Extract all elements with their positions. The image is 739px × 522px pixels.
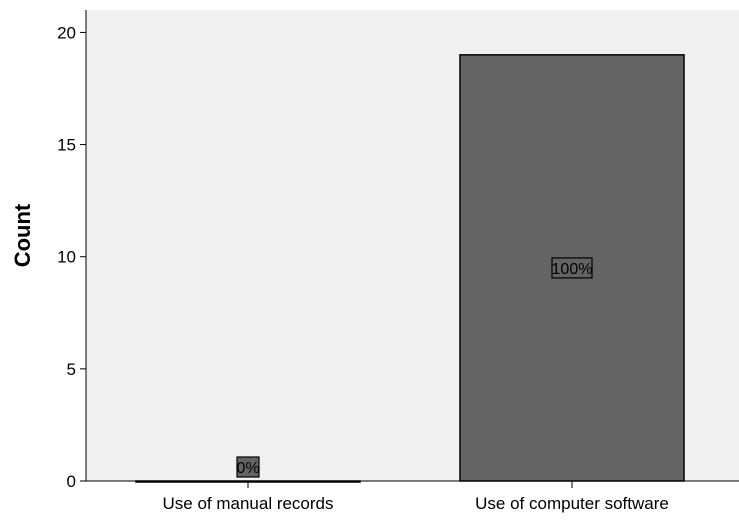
data-label: 100%	[552, 261, 593, 278]
data-label-box	[551, 257, 593, 279]
x-axis-tick-labels: Use of manual records Use of computer sof…	[162, 481, 669, 513]
bars: 0% 100%	[135, 54, 685, 483]
y-axis-title: Count	[10, 203, 35, 267]
y-tick-label: 10	[57, 248, 76, 267]
x-tick-label: Use of computer software	[475, 494, 669, 513]
x-tick-label: Use of manual records	[162, 494, 333, 513]
y-axis-ticks: 0 5 10 15 20	[57, 23, 86, 491]
data-label-box	[236, 456, 260, 478]
y-tick-label: 15	[57, 136, 76, 155]
y-tick-label: 5	[67, 360, 76, 379]
y-tick-label: 20	[57, 23, 76, 42]
y-tick-label: 0	[67, 472, 76, 491]
data-label: 0%	[236, 460, 259, 477]
